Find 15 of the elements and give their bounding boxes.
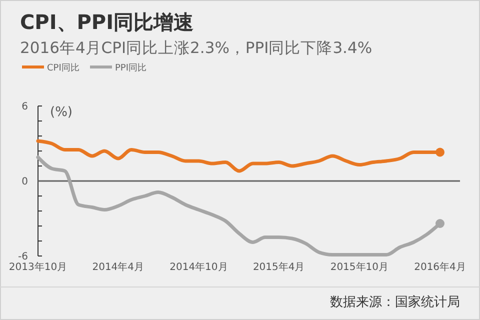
chart-title: CPI、PPI同比增速 xyxy=(20,10,194,34)
x-tick-label: 2016年4月 xyxy=(414,261,466,273)
legend-label: CPI同比 xyxy=(47,62,80,74)
chart-subtitle: 2016年4月CPI同比上涨2.3%，PPI同比下降3.4% xyxy=(20,39,372,57)
x-tick-label: 2014年4月 xyxy=(92,261,144,273)
source-note: 数据来源：国家统计局 xyxy=(330,294,460,310)
y-tick-label: 6 xyxy=(22,102,28,112)
x-tick-label: 2015年4月 xyxy=(252,261,305,273)
legend-label: PPI同比 xyxy=(115,62,147,74)
x-tick-label: 2014年10月 xyxy=(170,261,228,273)
y-tick-label: 0 xyxy=(22,176,28,188)
x-tick-label: 2013年10月 xyxy=(8,261,68,273)
y-axis-title: (%) xyxy=(50,105,72,120)
y-tick-label: -6 xyxy=(18,252,28,262)
x-tick-label: 2015年10月 xyxy=(330,261,389,273)
